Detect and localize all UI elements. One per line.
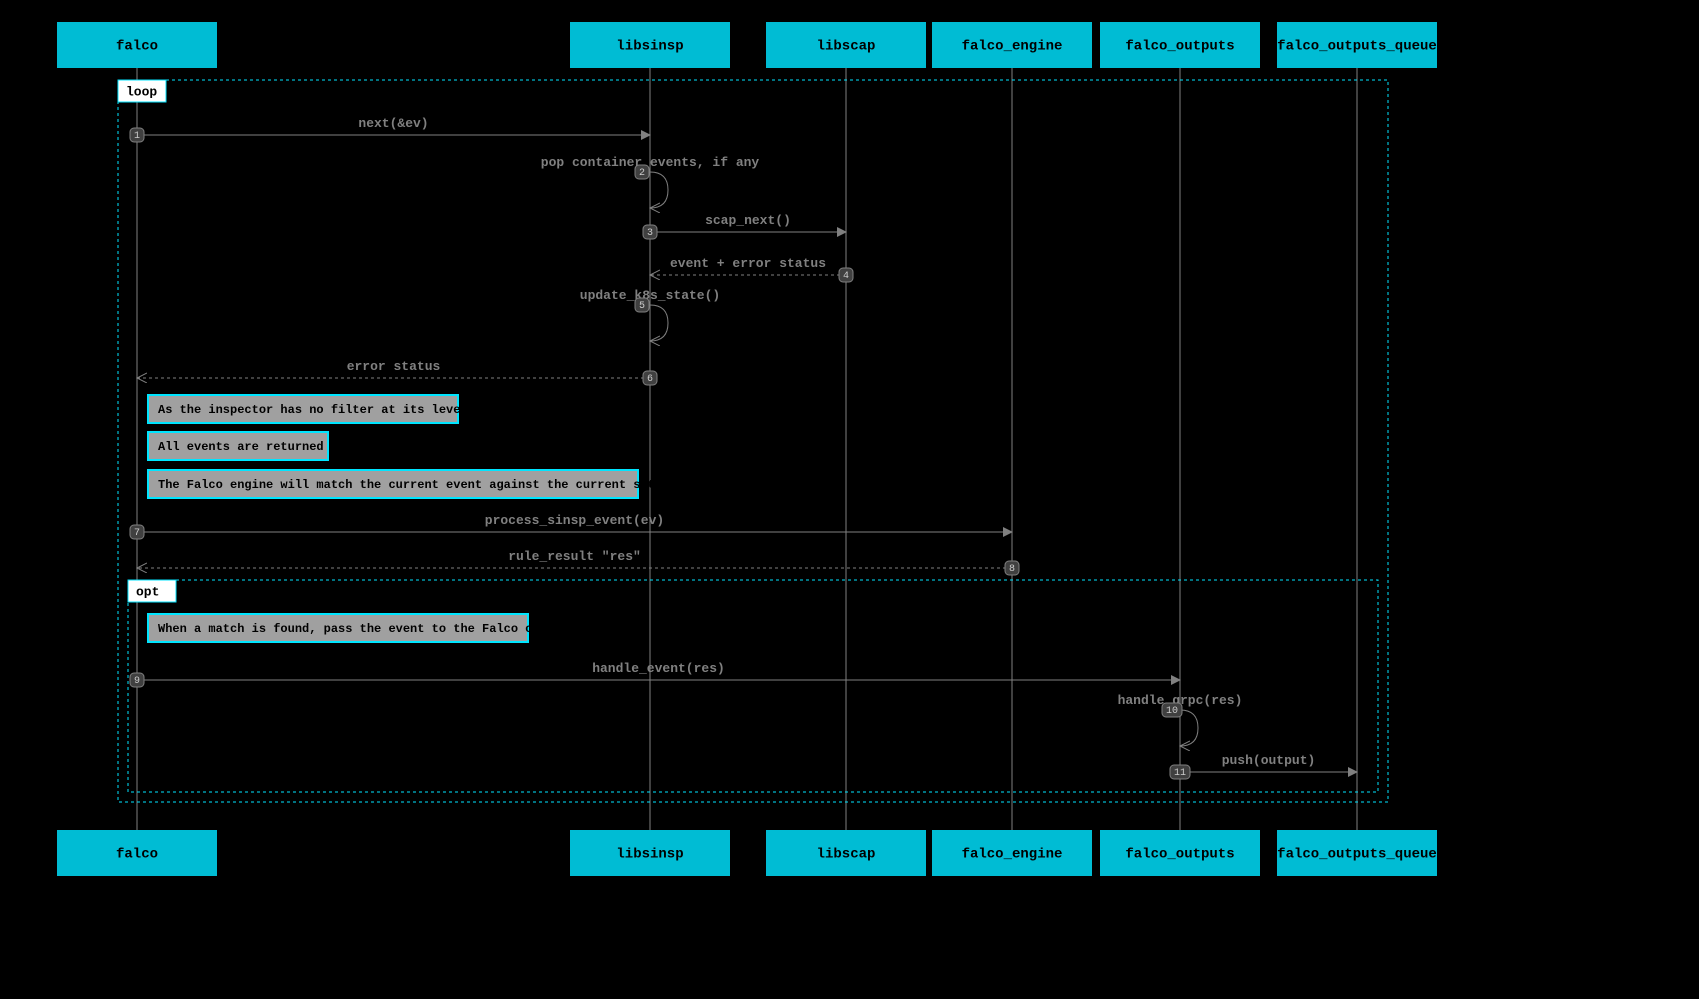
message-label-step-3: scap_next() <box>705 213 791 228</box>
message-label-step-1: next(&ev) <box>358 116 428 131</box>
note-text-0: As the inspector has no filter at its le… <box>158 403 489 417</box>
message-label-step-9: handle_event(res) <box>592 661 725 676</box>
participant-label-falco_outputs_queue-bottom: falco_outputs_queue <box>1277 847 1437 863</box>
note-text-1: All events are returned <box>158 440 324 454</box>
step-badge-text-5: 5 <box>639 301 645 312</box>
participant-label-falco_outputs-bottom: falco_outputs <box>1125 847 1234 863</box>
message-label-step-5: update_k8s_state() <box>580 288 720 303</box>
step-badge-text-10: 10 <box>1166 706 1178 717</box>
participant-label-libsinsp-top: libsinsp <box>616 39 683 55</box>
step-badge-text-9: 9 <box>134 676 140 687</box>
step-badge-text-1: 1 <box>134 131 140 142</box>
participant-label-falco_engine-top: falco_engine <box>962 39 1063 55</box>
participant-label-falco_outputs-top: falco_outputs <box>1125 39 1234 55</box>
step-badge-text-7: 7 <box>134 528 140 539</box>
fragment-label-loop: loop <box>126 84 157 99</box>
message-label-step-11: push(output) <box>1222 753 1316 768</box>
step-badge-text-11: 11 <box>1174 768 1186 779</box>
step-badge-text-3: 3 <box>647 228 653 239</box>
participant-label-falco_outputs_queue-top: falco_outputs_queue <box>1277 39 1437 55</box>
message-label-step-2: pop container events, if any <box>541 155 760 170</box>
note-text-2: The Falco engine will match the current … <box>158 478 720 492</box>
note-text-3: When a match is found, pass the event to… <box>158 622 576 636</box>
sequence-diagram: loop opt next(&ev) 1 pop container events, i… <box>0 0 1699 999</box>
step-badge-text-6: 6 <box>647 374 653 385</box>
participant-label-falco_engine-bottom: falco_engine <box>962 847 1063 863</box>
participant-label-libsinsp-bottom: libsinsp <box>616 847 683 863</box>
message-label-step-4: event + error status <box>670 256 826 271</box>
message-label-step-8: rule_result "res" <box>508 549 641 564</box>
participant-label-falco-bottom: falco <box>116 847 158 863</box>
message-label-step-6: error status <box>347 359 441 374</box>
step-badge-text-8: 8 <box>1009 564 1015 575</box>
participant-label-libscap-bottom: libscap <box>817 847 876 863</box>
participant-label-falco-top: falco <box>116 39 158 55</box>
step-badge-text-2: 2 <box>639 168 645 179</box>
step-badge-text-4: 4 <box>843 271 849 282</box>
fragment-label-opt: opt <box>136 584 159 599</box>
message-label-step-7: process_sinsp_event(ev) <box>485 513 664 528</box>
participant-label-libscap-top: libscap <box>817 39 876 55</box>
